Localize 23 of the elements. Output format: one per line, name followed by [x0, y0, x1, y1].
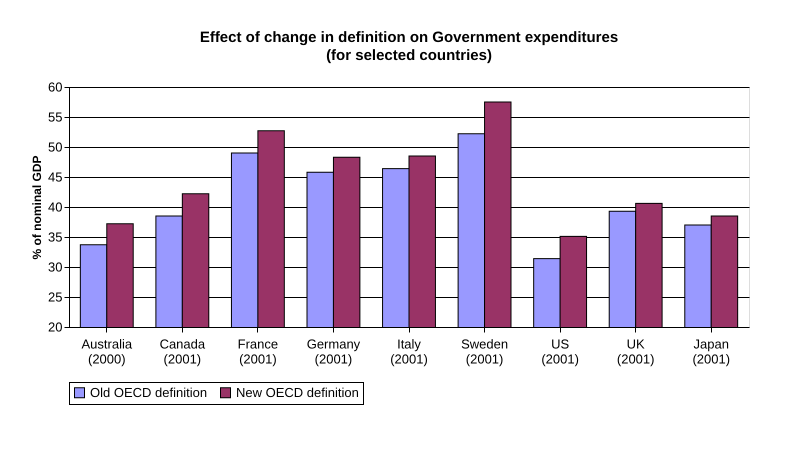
y-tick-label: 40	[48, 200, 62, 214]
x-tick-label: Australia (2000)	[81, 336, 133, 366]
x-tick-label: Germany (2001)	[306, 336, 361, 366]
y-tick-label: 55	[48, 110, 62, 124]
x-tick-label: France (2001)	[238, 336, 278, 366]
y-tick-label: 45	[48, 170, 62, 184]
x-tick-label: Canada (2001)	[160, 336, 206, 366]
y-tick-label: 30	[48, 260, 62, 274]
x-tick-label: Italy (2001)	[390, 336, 428, 366]
x-tick-label: Japan (2001)	[692, 336, 730, 366]
y-tick-label: 25	[48, 290, 62, 304]
x-tick-label: UK (2001)	[616, 336, 654, 366]
legend-label: Old OECD definition	[90, 384, 208, 400]
y-axis-title: % of nominal GDP	[30, 155, 44, 260]
y-tick-label: 50	[48, 140, 62, 154]
y-tick-label: 20	[48, 320, 62, 334]
x-tick-label: Sweden (2001)	[461, 336, 508, 366]
y-tick-label: 35	[48, 230, 62, 244]
legend-label: New OECD definition	[236, 384, 359, 400]
chart-title: Effect of change in definition on Government expenditures	[200, 29, 618, 46]
y-tick-label: 60	[48, 80, 62, 94]
x-tick-label: US (2001)	[541, 336, 579, 366]
chart-subtitle: (for selected countries)	[326, 47, 492, 64]
